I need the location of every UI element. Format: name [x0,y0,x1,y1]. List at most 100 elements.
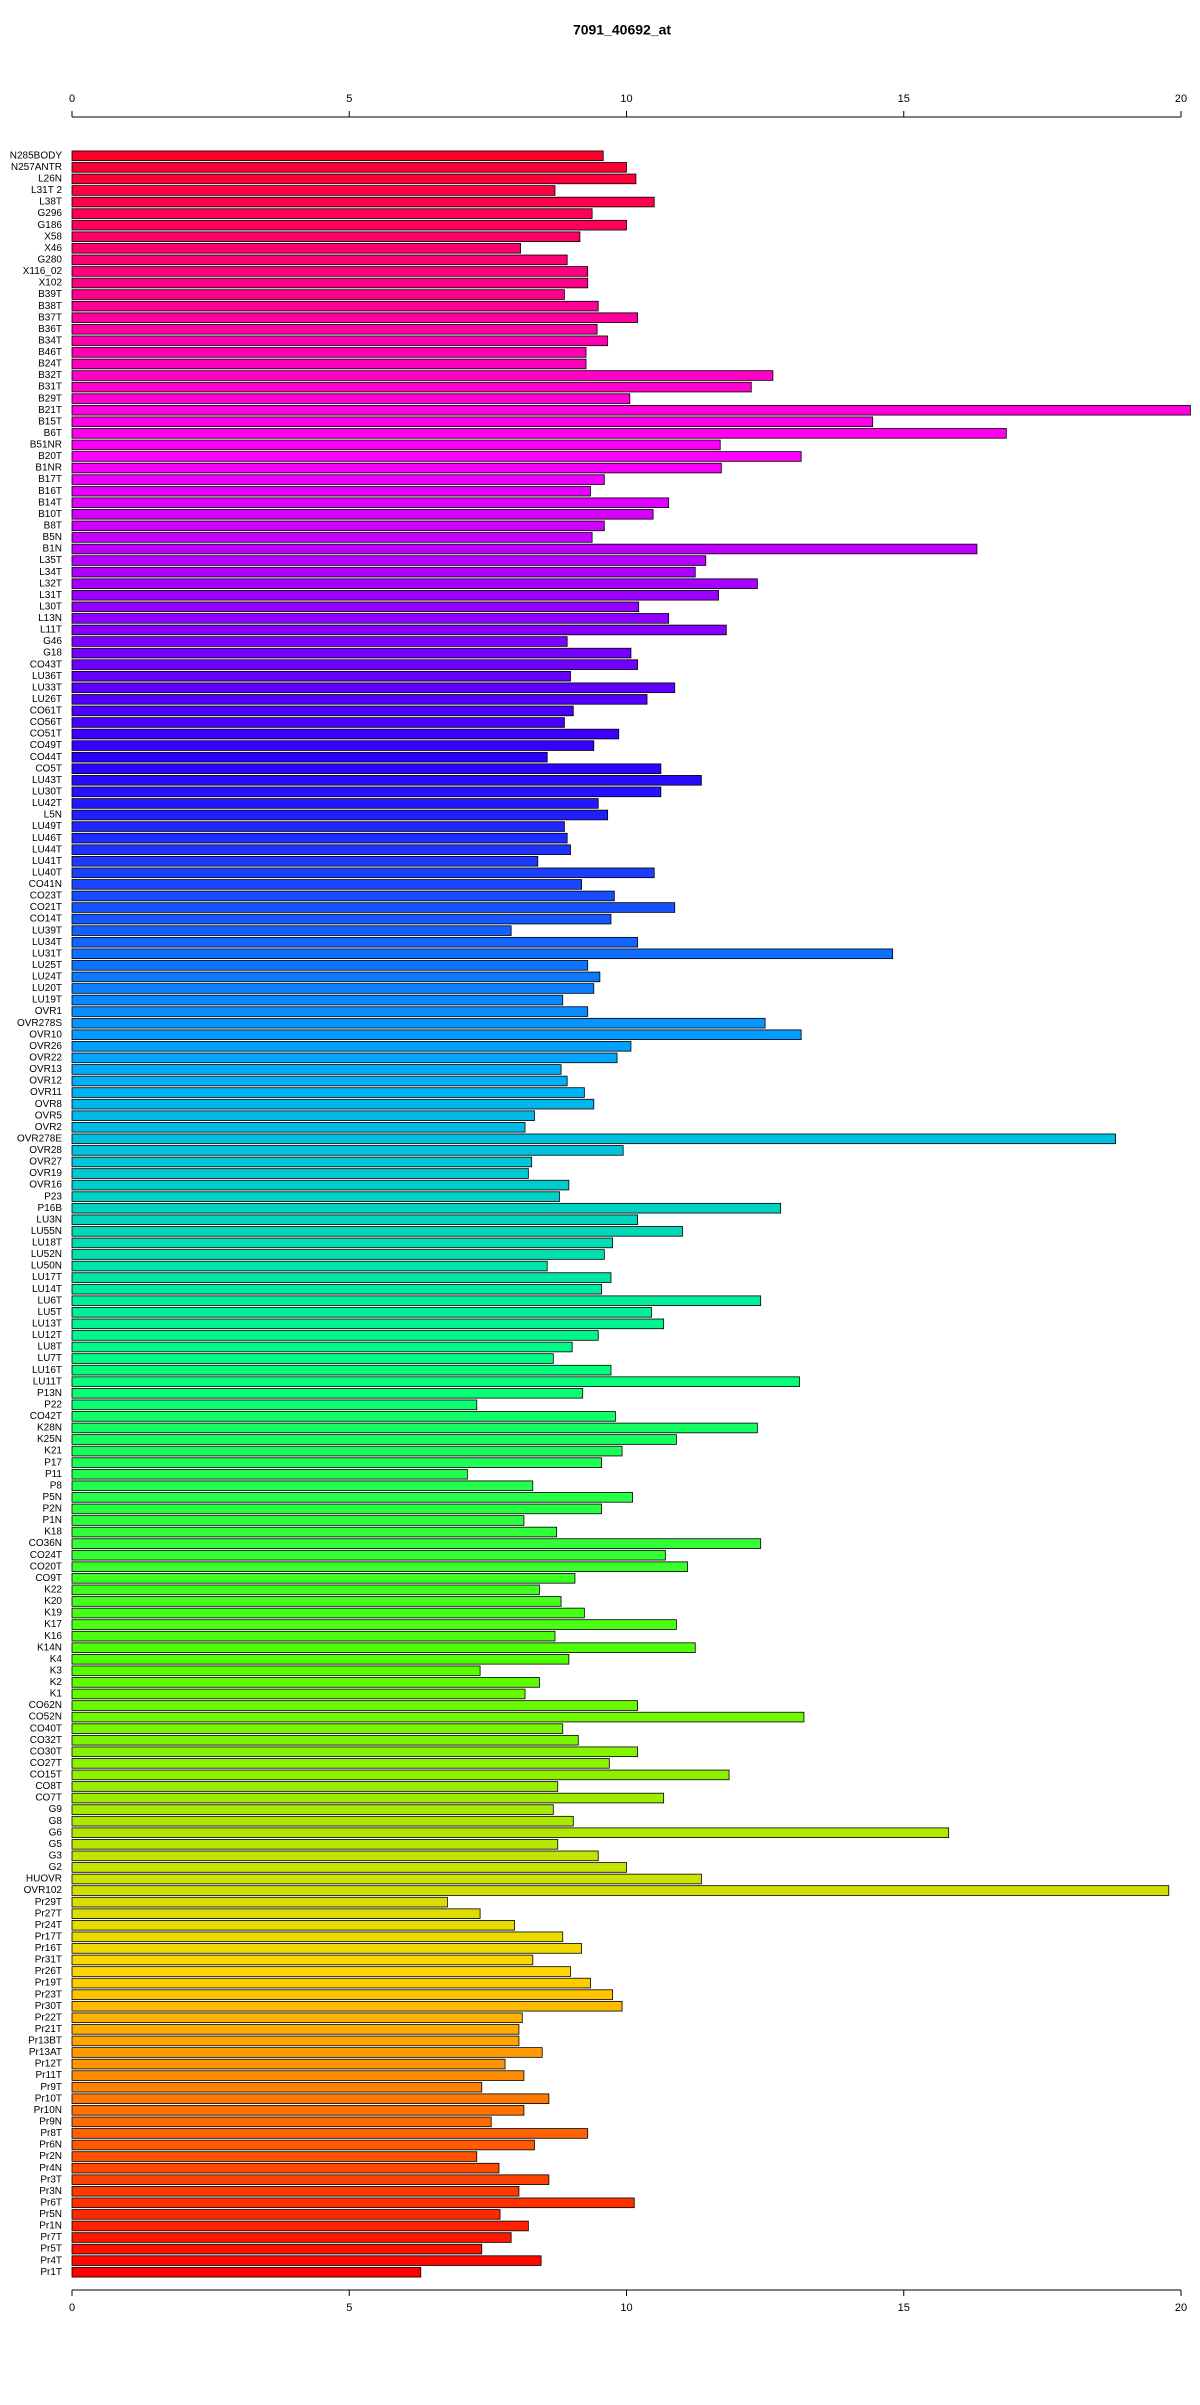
bar [71,277,589,289]
y-tick-label: CO24T [30,1550,62,1561]
bar [71,543,978,555]
bar [71,1480,534,1492]
y-tick-label: CO9T [35,1573,62,1584]
bar [71,798,599,809]
bar [71,2197,635,2209]
bar [71,2162,500,2174]
y-tick-label: Pr9N [39,2117,62,2128]
bar [71,150,604,162]
bar [71,1792,665,1804]
y-tick-label: K3 [50,1665,63,1676]
bar [71,1862,627,1873]
bar [71,890,615,902]
x-tick-label: 0 [69,2302,75,2314]
bar [71,647,632,659]
bar [71,740,595,751]
y-tick-label: LU11T [33,1376,62,1387]
y-tick-label: LU7T [38,1353,62,1364]
y-tick-label: Pr1T [40,2267,62,2278]
bar [71,1052,618,1064]
y-tick-label: OVR16 [29,1180,62,1191]
y-tick-label: Pr3T [40,2174,62,2185]
bar [71,1827,950,1838]
y-tick-label: LU46T [32,833,62,844]
bar [71,219,627,231]
y-tick-label: Pr29T [35,1897,62,1908]
x-tick-label: 20 [1175,2302,1187,2314]
y-tick-label: CO36N [29,1538,62,1549]
y-tick-label: L34T [39,567,62,578]
bar [71,1133,1116,1145]
bar [71,1503,602,1515]
y-tick-label: Pr1N [39,2221,62,2232]
bar [71,532,593,543]
y-tick-label: G8 [49,1816,63,1827]
bar [71,2255,542,2266]
y-tick-label: CO30T [30,1746,62,1757]
y-tick-label: K17 [44,1619,62,1630]
y-tick-label: G2 [49,1862,63,1873]
bar [71,844,571,855]
bar [71,1573,576,1584]
y-tick-label: K4 [50,1654,63,1665]
y-tick-label: G296 [38,208,63,219]
bar [71,173,637,185]
y-tick-label: L31T [39,590,62,601]
bar [71,1769,730,1781]
y-tick-label: LU52N [31,1249,62,1260]
bar [71,231,581,242]
bar [71,1075,568,1087]
bar [71,1711,805,1723]
bar [71,1654,570,1665]
bar [71,856,539,867]
bar [71,601,640,613]
bar [71,335,609,347]
y-tick-label: OVR22 [29,1053,62,1064]
y-tick-label: B8T [44,521,62,532]
bar [71,1110,535,1121]
bar [71,832,568,844]
y-tick-label: K20 [44,1596,62,1607]
bar [71,2047,543,2058]
y-tick-label: Pr23T [35,1989,62,2000]
bar [71,751,548,763]
y-tick-label: B14T [38,497,62,508]
y-tick-label: K21 [44,1446,62,1457]
y-tick-label: Pr30T [35,2001,62,2012]
y-tick-label: Pr6N [39,2140,62,2151]
y-tick-label: LU41T [32,856,62,867]
y-tick-label: OVR8 [35,1099,63,1110]
bar [71,2024,520,2035]
y-tick-label: X58 [44,231,62,242]
y-tick-label: LU3N [36,1214,62,1225]
y-tick-label: B24T [38,359,62,370]
y-tick-label: B37T [38,312,62,323]
bar [71,1249,605,1260]
bar [71,1029,802,1040]
bar [71,451,802,462]
bar [71,1873,702,1885]
bar [71,1596,562,1607]
bar [71,1607,585,1619]
bar [71,983,595,994]
y-tick-label: B16T [38,486,62,497]
y-tick-label: LU34T [32,937,62,948]
y-tick-label: Pr8T [40,2128,62,2139]
bar [71,1122,526,1133]
y-tick-label: LU16T [32,1365,62,1376]
y-tick-label: G46 [43,636,62,647]
y-tick-label: N285BODY [10,150,63,161]
bar [71,1561,688,1572]
bar [71,1734,579,1746]
y-tick-label: G280 [38,255,63,266]
y-tick-label: Pr10T [35,2093,62,2104]
bar [71,1237,614,1249]
bar [71,1434,677,1445]
y-tick-label: B1N [43,544,62,555]
bar [71,717,565,728]
bar [71,462,722,474]
y-tick-label: LU26T [32,694,62,705]
y-tick-label: Pr26T [35,1966,62,1977]
bar [71,370,774,381]
